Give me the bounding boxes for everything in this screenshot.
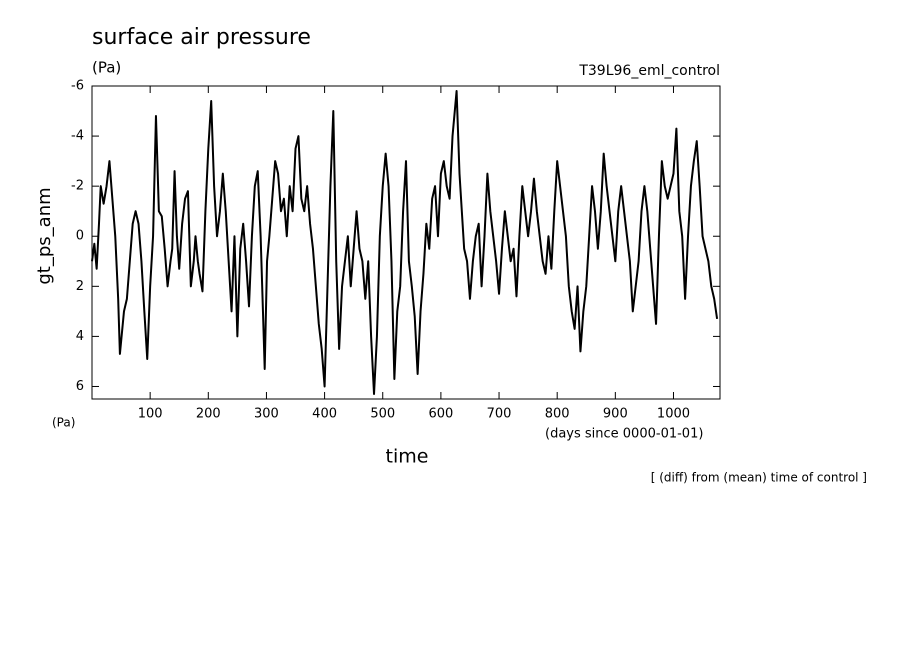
data-line (91, 90, 719, 395)
y-axis-label: gt_ps_anm (34, 187, 55, 284)
x-tick-label: 200 (196, 407, 221, 422)
y-tick-label: 4 (76, 329, 84, 344)
x-axis-label: time (386, 446, 429, 468)
y-tick-label: 0 (76, 229, 84, 244)
y-tick-label: -6 (71, 79, 84, 94)
x-tick-label: 400 (312, 407, 337, 422)
y-tick-label: 2 (76, 279, 84, 294)
y-tick-label: -2 (71, 179, 84, 194)
y-tick-label: 6 (76, 379, 84, 394)
subtitle: T39L96_eml_control (578, 63, 720, 79)
x-tick-label: 800 (545, 407, 570, 422)
x-units: (days since 0000-01-01) (545, 427, 703, 442)
x-tick-label: 600 (428, 407, 453, 422)
x-tick-label: 1000 (657, 407, 690, 422)
y-tick-label: -4 (71, 129, 84, 144)
note: [ (diff) from (mean) time of control ] (651, 471, 867, 485)
unit-top: (Pa) (92, 59, 121, 77)
x-tick-label: 900 (603, 407, 628, 422)
x-tick-label: 100 (138, 407, 163, 422)
plot-frame (91, 85, 721, 400)
unit-bottom: (Pa) (52, 416, 75, 430)
x-tick-label: 700 (487, 407, 512, 422)
x-tick-label: 500 (370, 407, 395, 422)
chart-title: surface air pressure (92, 25, 311, 50)
x-tick-label: 300 (254, 407, 279, 422)
